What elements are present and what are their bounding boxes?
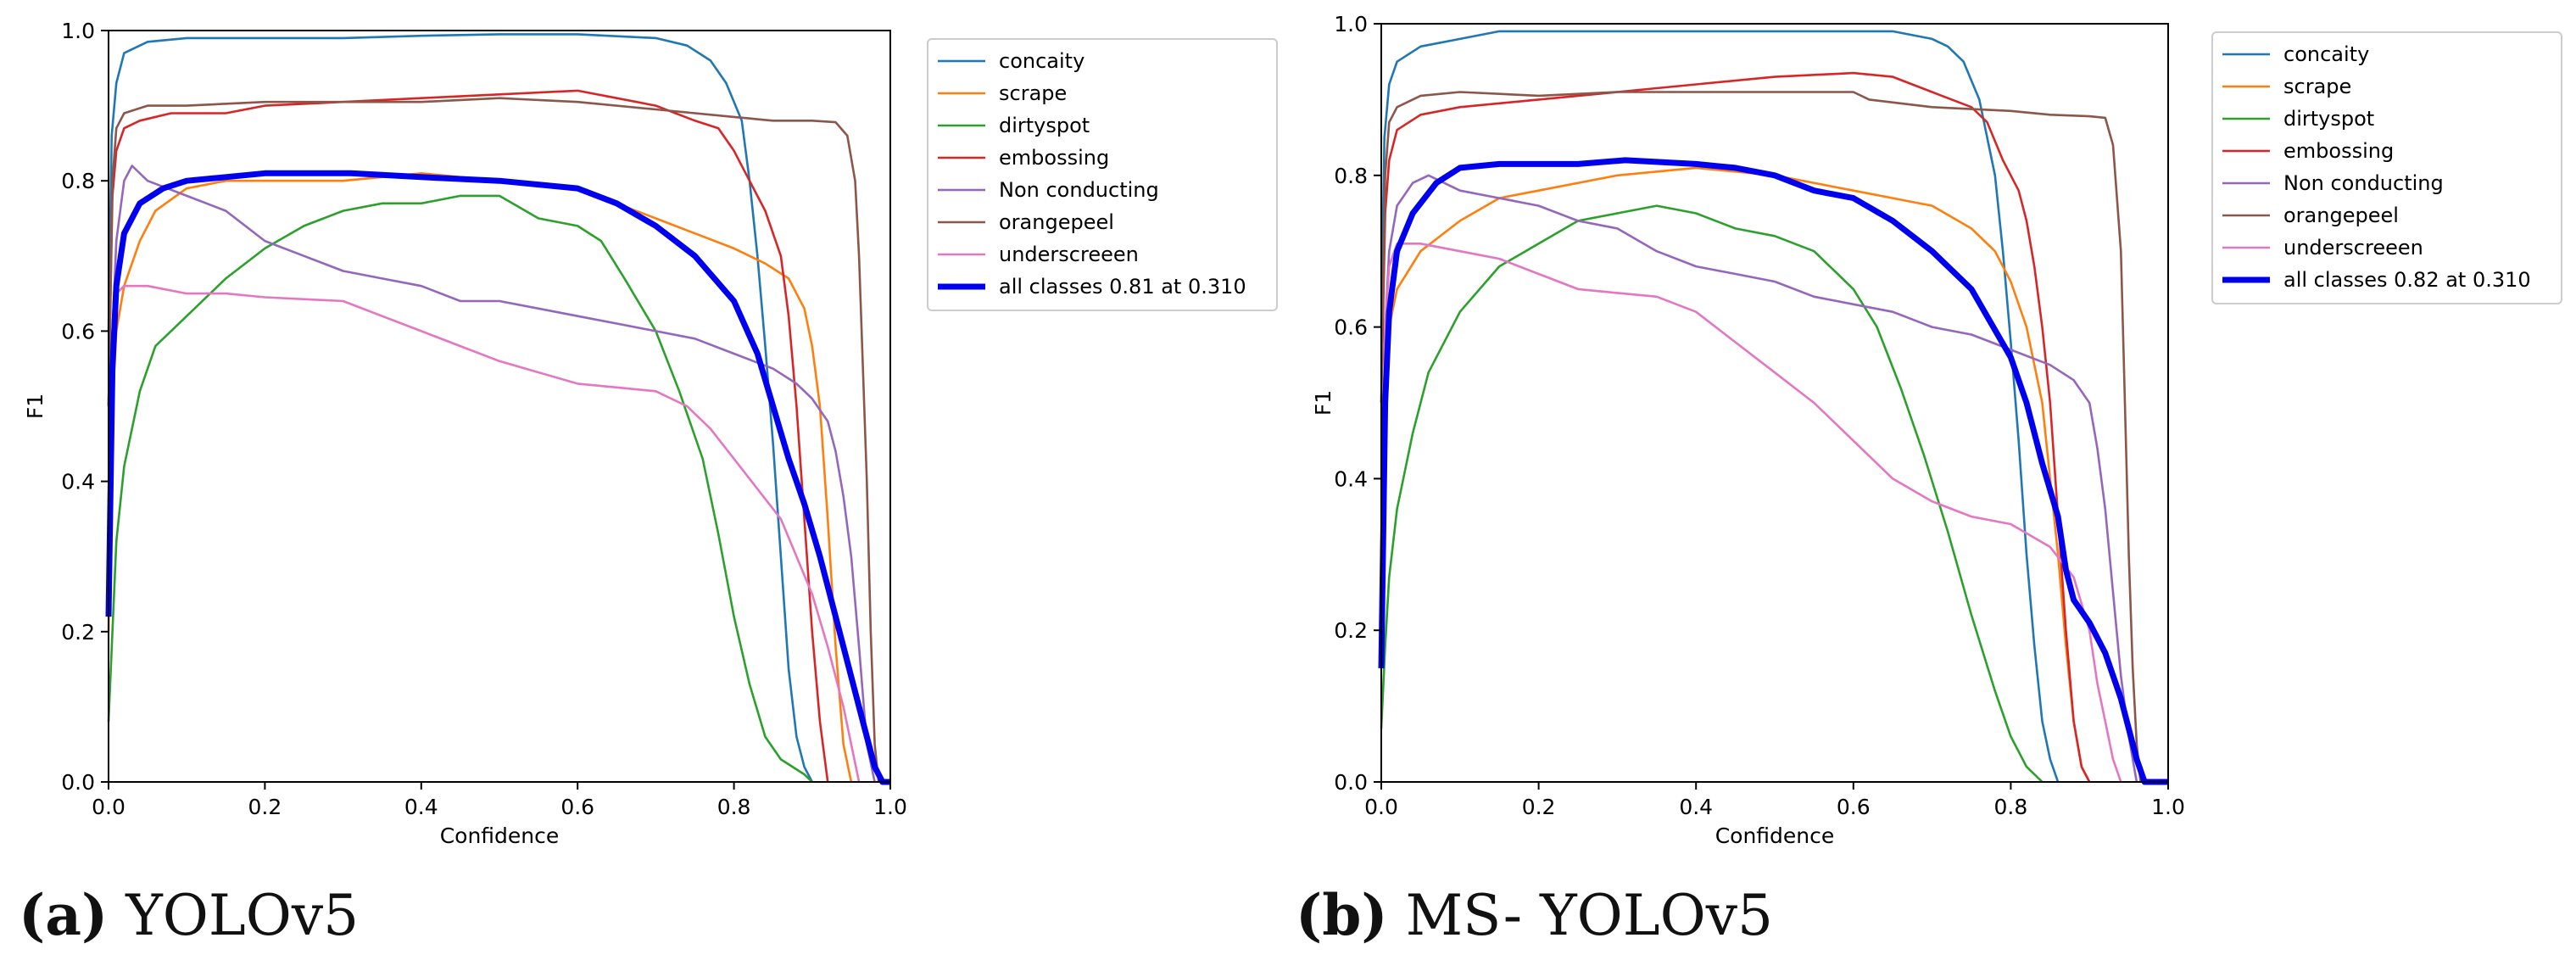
legend-label-a: scrape	[999, 81, 1067, 105]
series-line-orangepeel-a	[107, 97, 880, 783]
caption-a-text: YOLOv5	[125, 883, 360, 948]
x-tick-label-b: 0.8	[1994, 795, 2028, 819]
legend-label-b: Non conducting	[2283, 171, 2444, 195]
series-line-concaity-b	[1380, 30, 2060, 783]
series-line-scrape-a	[107, 172, 853, 783]
legend-label-a: all classes 0.81 at 0.310	[999, 275, 1246, 299]
legend-label-b: dirtyspot	[2283, 107, 2374, 131]
chart-b-ms-yolov5: 0.0 0.2 0.4 0.6 0.8 1.0 0.0 0.2 0.4 0.6 0.8 1.0 Conf…	[1311, 12, 2562, 848]
y-tick-label-b: 1.0	[1334, 12, 1368, 36]
series-line-scrape-b	[1380, 166, 2091, 783]
y-tick-label-b: 0.8	[1334, 164, 1368, 188]
y-tick-label-b: 0.6	[1334, 315, 1368, 340]
caption-a-label: (a)	[19, 882, 109, 948]
legend-label-a: Non conducting	[999, 178, 1159, 202]
legend-label-b: concaity	[2283, 42, 2369, 66]
x-tick-label-a: 0.6	[560, 795, 594, 819]
series-line-non-conducting-a	[107, 165, 876, 783]
y-tick-label-a: 0.8	[61, 169, 95, 193]
caption-b: (b) MS- YOLOv5	[1296, 887, 1773, 944]
x-axis-label-b: Confidence	[1715, 823, 1835, 848]
series-line-dirtyspot-b	[1380, 204, 2044, 783]
legend-label-a: embossing	[999, 146, 1109, 170]
series-line-orangepeel-b	[1380, 91, 2142, 783]
x-tick-label-b: 0.0	[1364, 795, 1398, 819]
legend-box-a	[927, 38, 1278, 311]
legend-label-a: concaity	[999, 49, 1084, 73]
series-line-embossing-a	[107, 89, 829, 783]
legend-label-a: underscreeen	[999, 243, 1139, 266]
x-tick-label-a: 0.4	[404, 795, 438, 819]
x-tick-label-b: 0.6	[1837, 795, 1871, 819]
x-tick-label-a: 0.2	[248, 795, 282, 819]
y-tick-label-b: 0.0	[1334, 770, 1368, 795]
series-line-underscreeen-a	[107, 284, 861, 783]
legend-box-b	[2211, 31, 2562, 304]
y-axis-label-a: F1	[23, 394, 47, 419]
x-tick-label-b: 1.0	[2151, 795, 2185, 819]
y-tick-label-b: 0.4	[1334, 466, 1368, 491]
caption-a: (a) YOLOv5	[19, 887, 359, 944]
x-tick-label-b: 0.2	[1522, 795, 1556, 819]
legend-label-b: embossing	[2283, 139, 2394, 163]
series-line-dirtyspot-a	[107, 194, 813, 783]
y-tick-label-a: 1.0	[61, 19, 95, 43]
legend-label-a: orangepeel	[999, 210, 1114, 234]
series-line-embossing-b	[1380, 71, 2091, 783]
legend-label-a: dirtyspot	[999, 114, 1090, 137]
legend-label-b: all classes 0.82 at 0.310	[2283, 268, 2531, 292]
y-tick-label-a: 0.2	[61, 620, 95, 645]
series-line-all-classes-0-81-at-0-310-a	[105, 170, 890, 785]
y-tick-label-a: 0.4	[61, 470, 95, 494]
y-axis-label-b: F1	[1311, 390, 1335, 416]
legend-label-b: orangepeel	[2283, 204, 2399, 227]
series-line-non-conducting-b	[1380, 174, 2138, 783]
x-tick-label-a: 0.8	[717, 795, 751, 819]
legend-label-b: underscreeen	[2283, 236, 2423, 260]
x-tick-label-a: 0.0	[92, 795, 125, 819]
series-line-concaity-a	[107, 33, 813, 783]
x-axis-label-a: Confidence	[440, 823, 560, 848]
caption-b-text: MS- YOLOv5	[1405, 883, 1773, 948]
y-tick-label-a: 0.6	[61, 319, 95, 343]
legend-label-b: scrape	[2283, 75, 2351, 98]
caption-b-label: (b)	[1296, 882, 1388, 948]
plot-frame-a	[108, 30, 891, 783]
y-tick-label-a: 0.0	[61, 770, 95, 795]
y-tick-label-b: 0.2	[1334, 618, 1368, 643]
x-tick-label-a: 1.0	[873, 795, 907, 819]
x-tick-label-b: 0.4	[1679, 795, 1713, 819]
series-line-all-classes-0-82-at-0-310-b	[1378, 157, 2168, 785]
chart-a-yolov5: 0.0 0.2 0.4 0.6 0.8 1.0 0.0 0.2 0.4 0.6 0.8 1.0 Conf…	[23, 19, 1278, 848]
plot-frame-b	[1380, 23, 2169, 783]
